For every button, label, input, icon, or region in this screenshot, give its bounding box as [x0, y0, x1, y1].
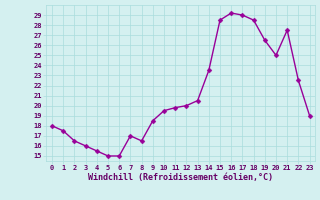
X-axis label: Windchill (Refroidissement éolien,°C): Windchill (Refroidissement éolien,°C): [88, 173, 273, 182]
